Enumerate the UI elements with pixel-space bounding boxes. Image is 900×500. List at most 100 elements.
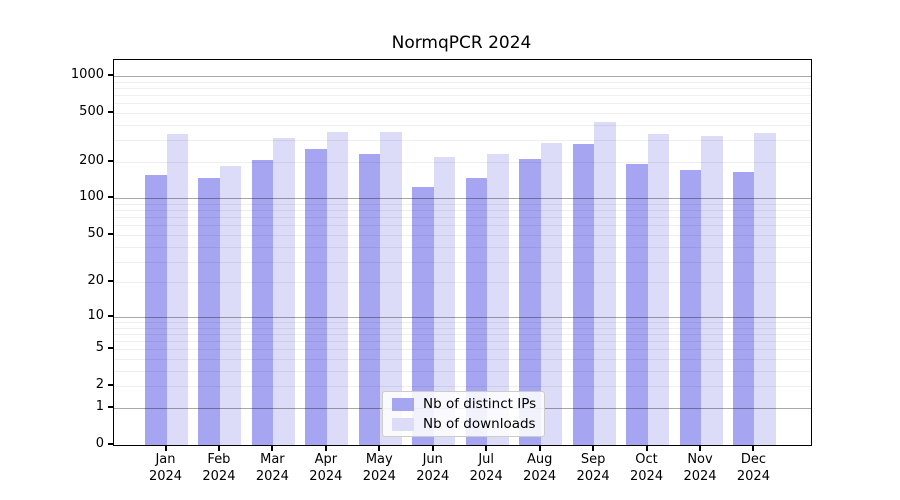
minor-gridline-4 <box>114 359 811 361</box>
y-tick-mark-0 <box>108 443 113 445</box>
x-tick-mark-may <box>378 445 381 451</box>
y-tick-mark-10 <box>108 314 113 317</box>
bar-nb-of-distinct-ips-mar <box>251 159 274 445</box>
x-tick-label-oct: Oct 2024 <box>630 452 664 484</box>
legend-label: Nb of distinct IPs <box>423 396 537 412</box>
minor-gridline-900 <box>114 81 811 83</box>
chart-title: NormqPCR 2024 <box>391 33 532 53</box>
bar-nb-of-distinct-ips-oct <box>626 164 648 445</box>
x-tick-mark-mar <box>271 445 274 451</box>
minor-gridline-30 <box>114 261 811 263</box>
x-tick-label-nov: Nov 2024 <box>683 452 717 484</box>
minor-gridline-200 <box>114 161 811 163</box>
bar-nb-of-downloads-aug <box>540 142 563 445</box>
minor-gridline-90 <box>114 204 811 206</box>
minor-gridline-5 <box>114 349 811 351</box>
y-tick-mark-200 <box>108 159 113 162</box>
bar-nb-of-downloads-sep <box>594 122 616 445</box>
y-tick-label-100: 100 <box>79 189 104 205</box>
x-tick-mark-jan <box>164 445 167 451</box>
y-tick-label-2: 2 <box>95 377 104 393</box>
x-tick-label-feb: Feb 2024 <box>202 452 236 484</box>
x-tick-label-jan: Jan 2024 <box>148 452 183 484</box>
minor-gridline-70 <box>114 217 811 219</box>
y-tick-label-0: 0 <box>95 436 104 451</box>
y-tick-label-5: 5 <box>95 340 104 356</box>
legend-item-nb-of-downloads: Nb of downloads <box>392 416 536 432</box>
bar-nb-of-distinct-ips-dec <box>732 171 755 445</box>
grid-layer <box>114 60 811 445</box>
y-tick-mark-100 <box>108 196 113 199</box>
x-tick-mark-oct <box>645 445 648 451</box>
x-tick-label-dec: Dec 2024 <box>736 452 770 484</box>
bar-nb-of-downloads-feb <box>219 165 242 445</box>
legend-item-nb-of-distinct-ips: Nb of distinct IPs <box>392 396 537 412</box>
minor-gridline-80 <box>114 210 811 212</box>
minor-gridline-8 <box>114 327 811 329</box>
minor-gridline-400 <box>114 124 811 126</box>
bar-nb-of-distinct-ips-nov <box>679 170 701 445</box>
legend-label: Nb of downloads <box>423 416 536 432</box>
plot-area: Nb of distinct IPs Nb of downloads <box>113 59 812 446</box>
major-gridline-1000 <box>114 75 811 77</box>
minor-gridline-3 <box>114 370 811 372</box>
y-tick-mark-500 <box>108 110 113 113</box>
minor-gridline-40 <box>114 246 811 248</box>
minor-gridline-700 <box>114 94 811 96</box>
x-tick-label-jul: Jul 2024 <box>469 452 503 484</box>
minor-gridline-300 <box>114 140 811 142</box>
major-gridline-10 <box>114 316 811 318</box>
y-tick-label-50: 50 <box>87 225 104 241</box>
bar-nb-of-distinct-ips-jul <box>465 178 488 445</box>
bar-nb-of-downloads-jul <box>487 154 509 445</box>
bar-nb-of-downloads-apr <box>326 132 349 445</box>
minor-gridline-9 <box>114 322 811 323</box>
minor-gridline-500 <box>114 112 811 114</box>
y-tick-label-200: 200 <box>79 152 104 168</box>
bar-nb-of-distinct-ips-aug <box>519 159 541 445</box>
minor-gridline-7 <box>114 333 811 335</box>
legend-swatch-nb-of-downloads <box>392 417 414 431</box>
minor-gridline-600 <box>114 103 811 105</box>
y-tick-label-10: 10 <box>87 307 104 323</box>
bar-nb-of-downloads-mar <box>273 138 295 445</box>
bar-nb-of-distinct-ips-may <box>358 153 381 445</box>
x-tick-label-mar: Mar 2024 <box>255 452 289 484</box>
legend-swatch-nb-of-distinct-ips <box>392 397 414 411</box>
legend: Nb of distinct IPs Nb of downloads <box>382 391 545 437</box>
x-tick-mark-sep <box>592 445 595 451</box>
y-tick-label-500: 500 <box>79 103 104 119</box>
minor-gridline-60 <box>114 225 811 227</box>
x-tick-label-sep: Sep 2024 <box>576 452 610 484</box>
bar-nb-of-distinct-ips-jan <box>145 174 167 445</box>
x-tick-mark-jun <box>431 445 434 451</box>
minor-gridline-800 <box>114 87 811 89</box>
x-tick-mark-apr <box>324 445 327 451</box>
bar-nb-of-downloads-dec <box>754 132 776 445</box>
bar-nb-of-downloads-oct <box>647 133 670 445</box>
bar-nb-of-distinct-ips-sep <box>572 143 595 445</box>
y-tick-mark-1 <box>108 405 113 408</box>
x-tick-label-apr: Apr 2024 <box>309 452 343 484</box>
y-tick-label-1000: 1000 <box>70 66 104 82</box>
x-tick-mark-feb <box>217 445 220 451</box>
y-tick-mark-2 <box>108 384 113 387</box>
bar-nb-of-downloads-may <box>380 131 402 445</box>
bar-nb-of-distinct-ips-feb <box>198 177 220 445</box>
y-tick-label-20: 20 <box>87 273 104 289</box>
minor-gridline-2 <box>114 386 811 388</box>
y-tick-mark-5 <box>108 347 113 350</box>
bars-layer <box>114 60 811 445</box>
x-tick-label-may: May 2024 <box>362 452 396 484</box>
x-tick-label-aug: Aug 2024 <box>523 452 557 484</box>
x-tick-mark-nov <box>699 445 701 451</box>
x-tick-label-jun: Jun 2024 <box>416 452 450 484</box>
bar-nb-of-downloads-jan <box>166 134 188 445</box>
x-tick-mark-dec <box>752 445 755 451</box>
y-tick-mark-50 <box>108 232 113 235</box>
minor-gridline-6 <box>114 341 811 343</box>
y-tick-mark-20 <box>108 280 113 283</box>
x-tick-mark-aug <box>538 445 541 451</box>
minor-gridline-50 <box>114 234 811 236</box>
